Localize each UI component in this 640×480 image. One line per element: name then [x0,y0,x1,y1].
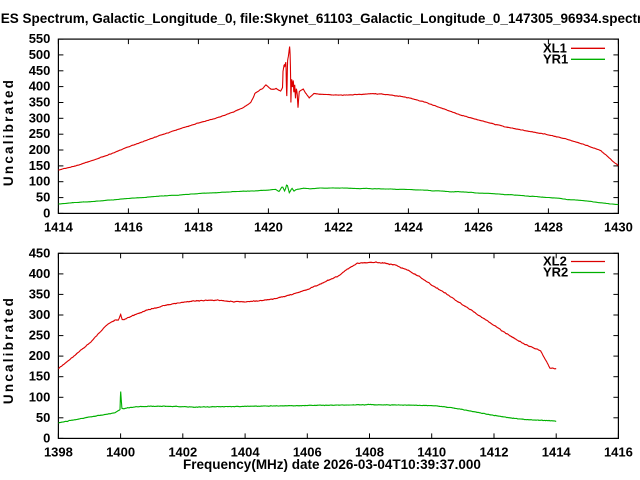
svg-text:1426: 1426 [464,219,493,234]
svg-text:400: 400 [29,266,51,281]
svg-text:350: 350 [29,286,51,301]
svg-text:1430: 1430 [604,219,633,234]
svg-text:Uncalibrated: Uncalibrated [1,296,16,404]
svg-text:450: 450 [29,63,51,78]
svg-text:1420: 1420 [254,219,283,234]
svg-text:1398: 1398 [44,444,73,459]
svg-text:1412: 1412 [480,444,509,459]
svg-text:1416: 1416 [114,219,143,234]
svg-text:300: 300 [29,110,51,125]
svg-text:100: 100 [29,174,51,189]
svg-text:0: 0 [43,430,50,445]
svg-text:350: 350 [29,95,51,110]
svg-text:0: 0 [43,205,50,220]
svg-text:50: 50 [36,410,50,425]
svg-text:250: 250 [29,126,51,141]
svg-text:200: 200 [29,142,51,157]
svg-text:150: 150 [29,158,51,173]
svg-text:550: 550 [29,31,51,46]
svg-text:150: 150 [29,369,51,384]
svg-text:200: 200 [29,348,51,363]
svg-text:YR2: YR2 [543,265,568,280]
svg-text:1414: 1414 [542,444,572,459]
svg-text:LINES Spectrum, Galactic_Longi: LINES Spectrum, Galactic_Longitude_0, fi… [0,11,640,26]
svg-text:50: 50 [36,190,50,205]
svg-text:250: 250 [29,328,51,343]
svg-text:100: 100 [29,389,51,404]
svg-text:YR1: YR1 [543,51,568,66]
svg-text:1418: 1418 [184,219,213,234]
svg-text:500: 500 [29,47,51,62]
svg-text:1424: 1424 [394,219,424,234]
svg-text:400: 400 [29,79,51,94]
svg-text:1416: 1416 [604,444,633,459]
svg-text:450: 450 [29,245,51,260]
svg-text:1422: 1422 [324,219,353,234]
svg-text:Frequency(MHz) date 2026-03-04: Frequency(MHz) date 2026-03-04T10:39:37.… [183,457,481,472]
svg-text:300: 300 [29,307,51,322]
svg-text:Uncalibrated: Uncalibrated [1,78,16,186]
svg-text:1428: 1428 [534,219,563,234]
svg-text:1414: 1414 [44,219,74,234]
svg-text:1400: 1400 [106,444,135,459]
